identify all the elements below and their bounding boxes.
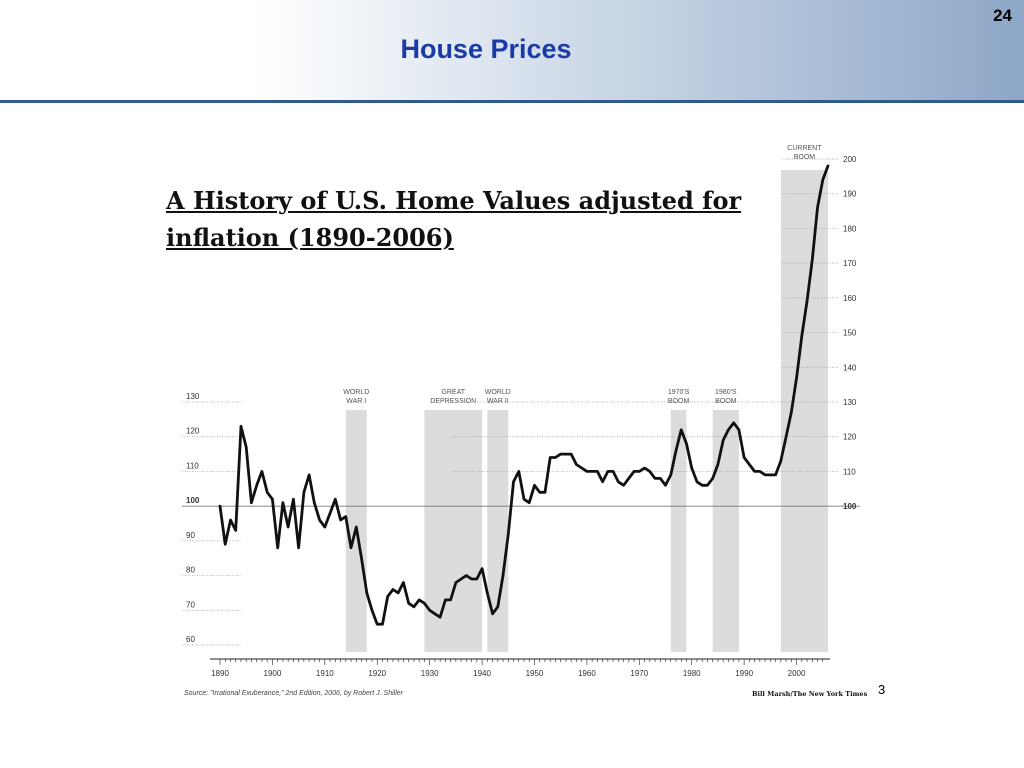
- period-label: WORLD: [485, 389, 511, 396]
- period-label: GREAT: [441, 389, 465, 396]
- shaded-period: [712, 410, 739, 652]
- period-label: BOOM: [794, 154, 816, 161]
- period-label: 1980'S: [715, 389, 737, 396]
- period-label: BOOM: [668, 398, 690, 405]
- x-tick-label: 1910: [316, 669, 334, 678]
- period-label: WAR II: [487, 398, 509, 405]
- period-label: BOOM: [715, 398, 737, 405]
- x-tick-label: 1930: [421, 669, 439, 678]
- grid-lines: [182, 158, 838, 646]
- axes: [182, 505, 860, 665]
- y-tick-label-right: 200: [843, 155, 857, 164]
- x-tick-label: 1950: [526, 669, 544, 678]
- x-tick-label: 1940: [473, 669, 491, 678]
- x-tick-label: 1920: [368, 669, 386, 678]
- y-tick-label-left: 110: [186, 461, 199, 470]
- shaded-period: [487, 410, 509, 652]
- y-tick-label-left: 100: [186, 496, 200, 505]
- x-tick-label: 2000: [788, 669, 806, 678]
- y-tick-label-left: 90: [186, 531, 195, 540]
- period-label: CURRENT: [787, 145, 822, 152]
- period-label: 1970'S: [668, 389, 690, 396]
- y-tick-label-right: 160: [843, 294, 857, 303]
- shaded-period: [780, 170, 828, 652]
- header-rule: [0, 100, 1024, 103]
- period-label: WORLD: [343, 389, 369, 396]
- x-tick-label: 1970: [630, 669, 648, 678]
- y-tick-label-right: 190: [843, 190, 857, 199]
- y-tick-label-right: 100: [843, 502, 857, 511]
- y-tick-label-right: 120: [843, 433, 857, 442]
- source-note: Source: "Irrational Exuberance," 2nd Edi…: [184, 690, 403, 697]
- series-line: [218, 164, 830, 626]
- slide-number: 24: [993, 6, 1012, 25]
- chart-title: A History of U.S. Home Values adjusted f…: [166, 186, 742, 252]
- credit-note: Bill Marsh/The New York Times: [752, 690, 868, 698]
- slide-header: [0, 0, 1024, 100]
- shaded-period: [670, 410, 687, 652]
- y-tick-label-right: 180: [843, 224, 857, 233]
- period-label: WAR I: [346, 398, 366, 405]
- y-tick-label-left: 60: [186, 635, 195, 644]
- y-tick-label-left: 70: [186, 600, 195, 609]
- home-value-line: [218, 164, 830, 626]
- y-tick-label-right: 150: [843, 329, 857, 338]
- y-tick-label-left: 80: [186, 566, 195, 575]
- slide-title: House Prices: [400, 34, 572, 64]
- x-tick-label: 1960: [578, 669, 596, 678]
- x-tick-label: 1980: [683, 669, 701, 678]
- y-tick-label-left: 130: [186, 392, 200, 401]
- x-tick-label: 1900: [264, 669, 282, 678]
- x-tick-label: 1890: [211, 669, 229, 678]
- y-tick-label-right: 130: [843, 398, 857, 407]
- y-tick-label-left: 120: [186, 427, 200, 436]
- y-tick-label-right: 170: [843, 259, 857, 268]
- period-label: DEPRESSION: [430, 398, 476, 405]
- page-reference: 3: [878, 682, 886, 697]
- shaded-period: [424, 410, 483, 652]
- x-tick-label: 1990: [735, 669, 753, 678]
- y-tick-label-right: 140: [843, 363, 857, 372]
- tick-labels: 60 70 80 90 100 110 120 130 100 110 120 130 140 150 16…: [186, 155, 857, 678]
- y-tick-label-right: 110: [843, 467, 856, 476]
